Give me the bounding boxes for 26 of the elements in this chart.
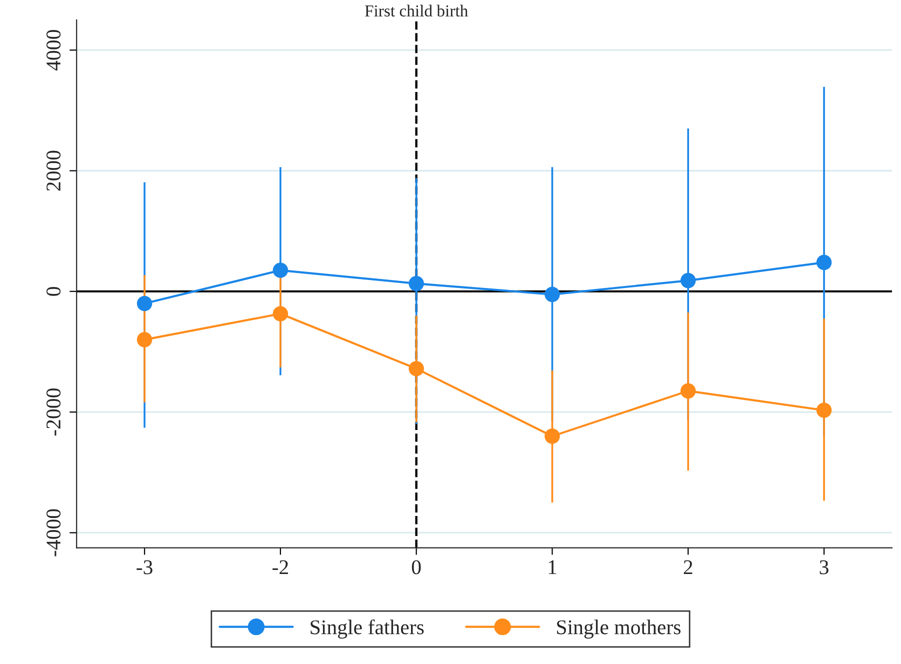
point — [544, 428, 560, 444]
point — [408, 360, 424, 376]
y-tick-label: 0 — [46, 286, 61, 296]
point — [272, 306, 288, 322]
y-tick-label: -4000 — [46, 509, 61, 556]
x-tick-label: 2 — [684, 560, 692, 574]
x-tick-label: 0 — [412, 560, 421, 574]
point — [680, 272, 696, 288]
y-tick-label: 4000 — [46, 30, 61, 71]
x-tick-label: -3 — [136, 560, 152, 574]
point — [272, 262, 288, 278]
y-tick-label: 2000 — [46, 150, 61, 191]
point — [544, 286, 560, 302]
point — [680, 383, 696, 399]
point — [408, 276, 424, 292]
point — [816, 402, 832, 418]
y-tick-label: -2000 — [46, 388, 61, 436]
point — [136, 332, 152, 348]
ref-line-label: First child birth — [364, 4, 468, 17]
legend-label: Single fathers — [310, 619, 424, 639]
x-tick-label: -2 — [272, 560, 288, 574]
point — [136, 296, 152, 312]
point — [816, 254, 832, 270]
x-tick-label: 1 — [548, 560, 556, 574]
legend-label: Single mothers — [557, 620, 681, 639]
x-tick-label: 3 — [820, 560, 828, 574]
